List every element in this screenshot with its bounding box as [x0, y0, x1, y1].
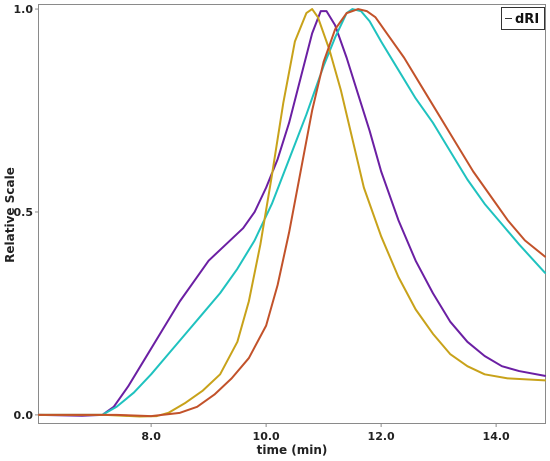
x-tick-label: 8.0 [141, 430, 161, 443]
series-line-4 [38, 8, 546, 418]
legend-box [501, 7, 545, 30]
x-axis-label: time (min) [257, 443, 328, 457]
legend: dRI [501, 7, 545, 30]
x-axis: 8.0 10.0 12.0 14.0 [141, 423, 510, 443]
y-axis-label: Relative Scale [3, 167, 17, 263]
y-tick-label: 1.0 [14, 3, 34, 16]
series-group [38, 8, 546, 418]
y-tick-label: 0.0 [14, 409, 34, 422]
y-axis: 0.0 0.5 1.0 [14, 3, 39, 422]
legend-label: dRI [515, 12, 539, 27]
series-line-1 [38, 10, 546, 417]
y-tick-label: 0.5 [14, 206, 34, 219]
plot-frame [38, 4, 546, 424]
x-tick-label: 10.0 [253, 430, 280, 443]
x-tick-label: 14.0 [483, 430, 510, 443]
series-line-3 [38, 8, 546, 418]
x-tick-label: 12.0 [368, 430, 395, 443]
